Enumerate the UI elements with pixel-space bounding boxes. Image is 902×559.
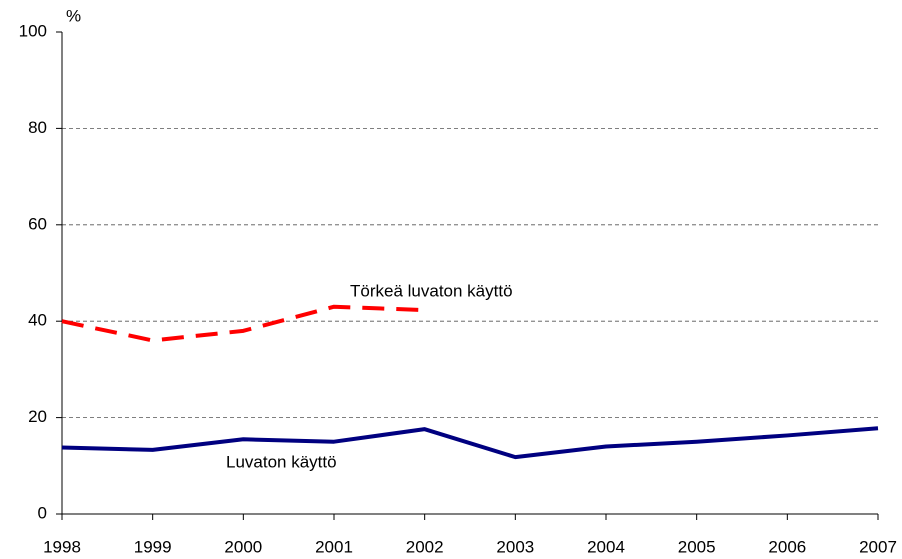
x-tick-label: 2001 (315, 537, 353, 556)
x-tick-label: 2006 (768, 537, 806, 556)
x-tick-label: 1998 (43, 537, 81, 556)
y-tick-label: 60 (28, 214, 47, 233)
y-tick-label: 80 (28, 118, 47, 137)
y-tick-label: 0 (38, 503, 47, 522)
series-label: Luvaton käyttö (226, 452, 337, 471)
x-tick-label: 2004 (587, 537, 625, 556)
x-tick-label: 2005 (678, 537, 716, 556)
series-label: Törkeä luvaton käyttö (350, 281, 513, 300)
x-tick-label: 1999 (134, 537, 172, 556)
y-axis-label: % (66, 6, 81, 25)
x-tick-label: 2003 (496, 537, 534, 556)
x-tick-label: 2002 (406, 537, 444, 556)
x-tick-label: 2000 (224, 537, 262, 556)
series-line (61, 426, 879, 460)
y-tick-label: 40 (28, 311, 47, 330)
x-tick-label: 2007 (859, 537, 897, 556)
series-line (61, 304, 425, 343)
y-tick-label: 100 (19, 21, 47, 40)
y-tick-label: 20 (28, 407, 47, 426)
